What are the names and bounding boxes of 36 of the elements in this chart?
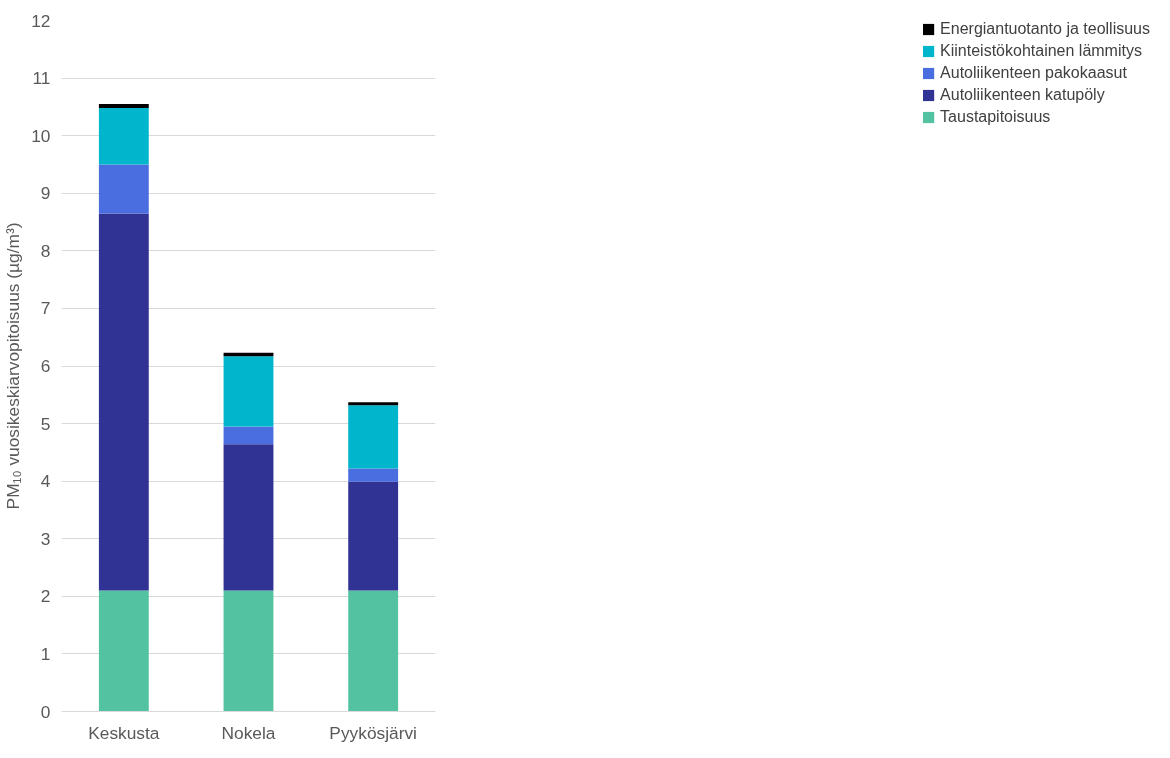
y-tick-label: 2 bbox=[40, 586, 51, 607]
bar bbox=[223, 426, 274, 445]
y-tick-label: 5 bbox=[40, 413, 51, 434]
y-tick-label: 10 bbox=[31, 125, 51, 146]
x-tick-label: Nokela bbox=[221, 722, 276, 743]
bar bbox=[223, 444, 274, 591]
legend-label: Energiantuotanto ja teollisuus bbox=[940, 20, 1150, 38]
y-tick-label: 3 bbox=[40, 528, 51, 549]
y-tick-label: 12 bbox=[31, 10, 51, 31]
bar bbox=[98, 164, 149, 214]
y-tick-label: 7 bbox=[40, 298, 51, 319]
y-tick-label: 4 bbox=[40, 471, 51, 492]
bar bbox=[348, 481, 399, 591]
y-axis-title: PM₁₀ vuosikeskiarvopitoisuus (µg/m³) bbox=[3, 222, 24, 510]
bar bbox=[223, 590, 274, 712]
legend-label: Taustapitoisuus bbox=[940, 108, 1051, 126]
bar bbox=[98, 590, 149, 712]
y-tick-label: 8 bbox=[40, 240, 51, 261]
bar bbox=[98, 104, 149, 109]
y-tick-label: 1 bbox=[40, 643, 51, 664]
y-tick-label: 0 bbox=[40, 701, 51, 722]
x-tick-label: Keskusta bbox=[88, 722, 160, 743]
x-tick-label: Pyykösjärvi bbox=[329, 722, 417, 743]
bar bbox=[98, 213, 149, 591]
y-tick-label: 11 bbox=[32, 68, 51, 89]
bar bbox=[348, 590, 399, 712]
bar bbox=[348, 402, 399, 406]
y-tick-label: 6 bbox=[40, 356, 51, 376]
y-tick-label: 9 bbox=[40, 183, 51, 204]
bar bbox=[348, 468, 399, 482]
legend-label: Autoliikenteen katupöly bbox=[940, 86, 1105, 104]
legend-label: Kiinteistökohtainen lämmitys bbox=[940, 42, 1142, 60]
bar bbox=[98, 108, 149, 165]
legend-label: Autoliikenteen pakokaasut bbox=[940, 64, 1127, 82]
bar bbox=[223, 356, 274, 427]
bar bbox=[348, 405, 399, 469]
